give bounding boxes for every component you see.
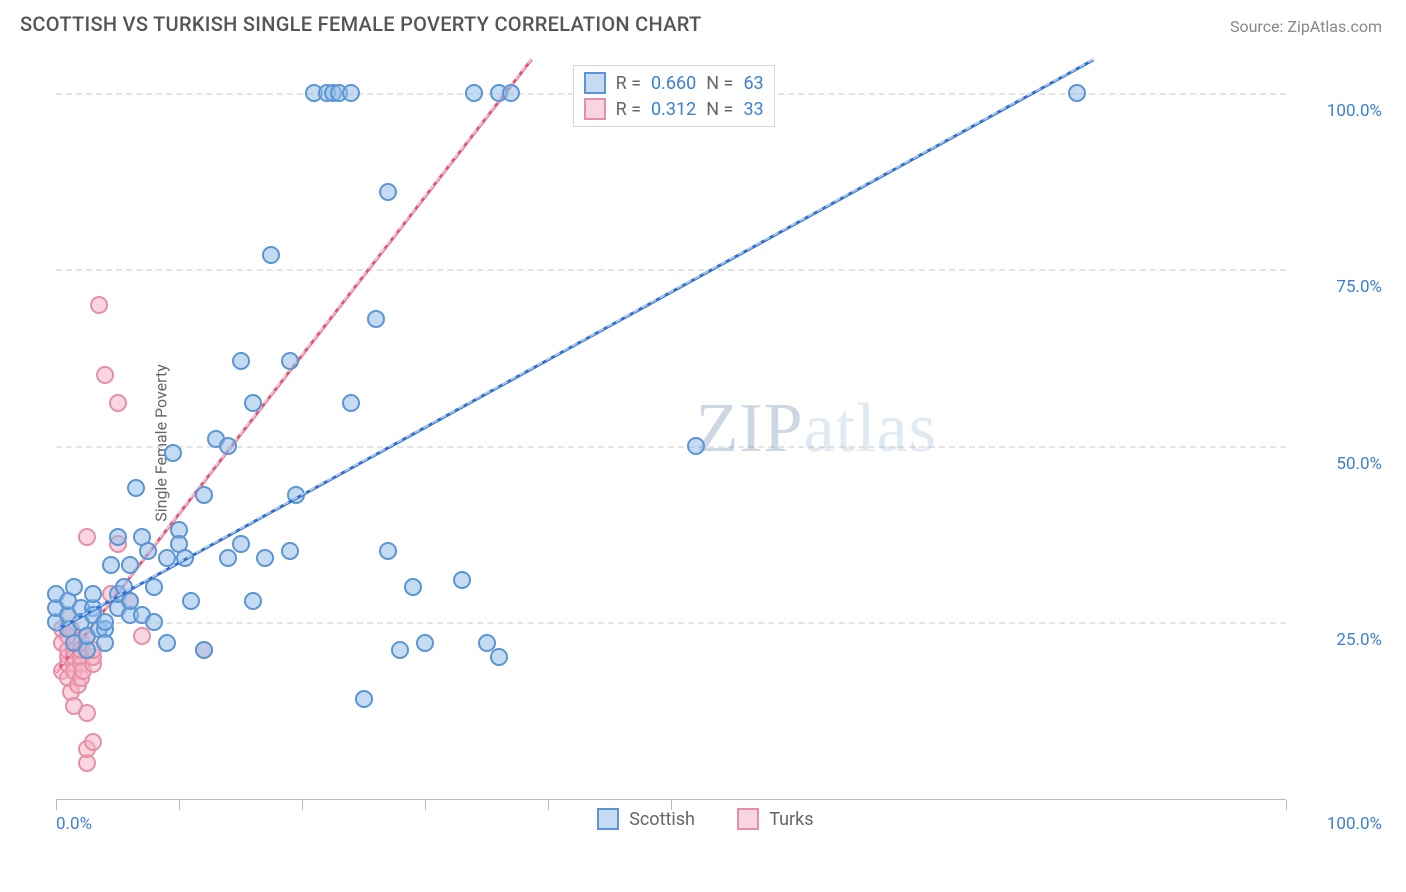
data-point: [342, 84, 360, 102]
data-point: [109, 394, 127, 412]
data-point: [145, 613, 163, 631]
data-point: [78, 704, 96, 722]
data-point: [96, 613, 114, 631]
data-point: [102, 556, 120, 574]
header: SCOTTISH VS TURKISH SINGLE FEMALE POVERT…: [0, 0, 1406, 44]
y-tick-label: 25.0%: [1294, 630, 1382, 650]
data-point: [65, 578, 83, 596]
data-point: [232, 535, 250, 553]
data-point: [687, 437, 705, 455]
legend-swatch: [597, 808, 619, 830]
data-point: [342, 394, 360, 412]
gridline: [56, 622, 1286, 624]
y-tick-label: 100.0%: [1294, 101, 1382, 121]
data-point: [502, 84, 520, 102]
data-point: [281, 542, 299, 560]
data-point: [355, 690, 373, 708]
data-point: [281, 352, 299, 370]
gridline: [56, 269, 1286, 271]
correlation-stats-box: R =0.660N =63R =0.312N =33: [573, 65, 775, 127]
trend-line: [56, 58, 1095, 631]
data-point: [90, 296, 108, 314]
legend-item: Turks: [737, 808, 813, 830]
legend-swatch: [737, 808, 759, 830]
data-point: [158, 634, 176, 652]
data-point: [133, 627, 151, 645]
data-point: [232, 352, 250, 370]
data-point: [244, 394, 262, 412]
x-tick: [548, 800, 549, 810]
x-tick: [179, 800, 180, 810]
y-tick-label: 75.0%: [1294, 277, 1382, 297]
x-tick: [56, 800, 57, 810]
legend-label: Scottish: [629, 809, 695, 830]
data-point: [379, 542, 397, 560]
data-point: [121, 556, 139, 574]
gridline: [56, 446, 1286, 448]
watermark: ZIPatlas: [696, 389, 937, 469]
y-tick-label: 50.0%: [1294, 454, 1382, 474]
data-point: [139, 542, 157, 560]
data-point: [1068, 84, 1086, 102]
legend-item: Scottish: [597, 808, 695, 830]
data-point: [84, 733, 102, 751]
x-tick-label-right: 100.0%: [1327, 814, 1382, 834]
x-tick: [302, 800, 303, 810]
data-point: [195, 641, 213, 659]
data-point: [404, 578, 422, 596]
x-tick: [1286, 800, 1287, 810]
y-axis-label: Single Female Poverty: [151, 364, 170, 522]
data-point: [109, 528, 127, 546]
data-point: [379, 183, 397, 201]
data-point: [391, 641, 409, 659]
data-point: [453, 571, 471, 589]
x-tick: [425, 800, 426, 810]
data-point: [490, 648, 508, 666]
data-point: [219, 437, 237, 455]
data-point: [195, 486, 213, 504]
data-point: [262, 246, 280, 264]
x-tick-label-left: 0.0%: [56, 814, 92, 834]
data-point: [164, 444, 182, 462]
data-point: [182, 592, 200, 610]
data-point: [465, 84, 483, 102]
chart-title: SCOTTISH VS TURKISH SINGLE FEMALE POVERT…: [20, 12, 701, 36]
legend-swatch: [584, 72, 606, 94]
data-point: [256, 549, 274, 567]
data-point: [96, 366, 114, 384]
legend-label: Turks: [769, 809, 813, 830]
data-point: [84, 585, 102, 603]
data-point: [367, 310, 385, 328]
data-point: [416, 634, 434, 652]
legend-swatch: [584, 98, 606, 120]
data-point: [127, 479, 145, 497]
data-point: [219, 549, 237, 567]
source-label: Source: ZipAtlas.com: [1230, 17, 1382, 36]
scatter-chart: Single Female Poverty 25.0% 50.0% 75.0% 100…: [56, 58, 1382, 828]
data-point: [96, 634, 114, 652]
data-point: [78, 528, 96, 546]
data-point: [244, 592, 262, 610]
